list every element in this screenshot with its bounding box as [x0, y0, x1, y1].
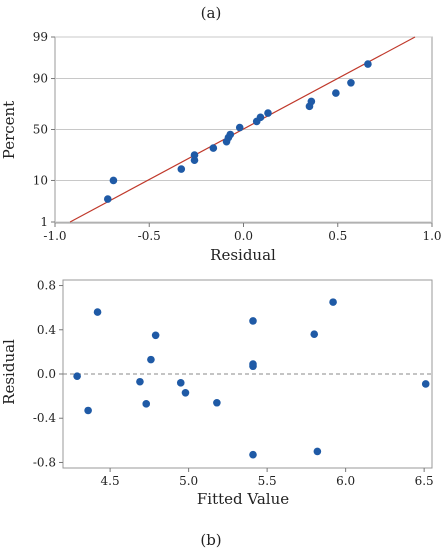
data-point	[151, 331, 160, 340]
data-point	[84, 406, 92, 415]
y-tick-label: 1	[40, 215, 48, 229]
data-point	[347, 78, 355, 87]
y-tick-label: 10	[33, 173, 48, 187]
x-tick-label: -0.5	[138, 229, 161, 243]
data-point	[190, 151, 199, 159]
data-point	[264, 109, 272, 117]
data-point	[421, 380, 430, 388]
data-point	[332, 89, 340, 97]
plot-a-ylabel: Percent	[0, 101, 18, 159]
data-point	[176, 379, 185, 387]
y-tick-label: -0.4	[33, 411, 57, 425]
x-tick-label: 6.5	[415, 474, 434, 488]
data-point	[329, 298, 337, 306]
probability-plot: 1 10 50 90 99 -1.0 -0.5 0.0 0.5 1.0	[33, 30, 442, 243]
plot-b-ylabel: Residual	[0, 339, 18, 405]
y-tick-label: 0.8	[37, 279, 56, 293]
data-point	[256, 113, 265, 122]
x-tick-label: -1.0	[43, 229, 66, 243]
data-point	[136, 377, 144, 386]
data-point	[93, 308, 102, 316]
data-point	[103, 195, 112, 203]
data-point	[213, 398, 221, 407]
residual-vs-fitted-plot: 0.8 0.4 0.0 -0.4 -0.8 4.5 5.0 5.5 6.0 6.5	[33, 279, 434, 488]
data-point	[177, 165, 186, 173]
data-point	[249, 362, 257, 371]
x-tick-label: 0.5	[328, 229, 347, 243]
data-point	[364, 60, 372, 68]
data-point	[249, 450, 257, 459]
data-point	[181, 389, 190, 397]
data-point	[209, 144, 218, 152]
data-point	[109, 176, 118, 185]
y-tick-label: -0.8	[33, 455, 56, 469]
y-tick-label: 90	[33, 72, 48, 86]
data-point	[73, 372, 81, 381]
data-point	[310, 330, 319, 338]
x-tick-label: 5.5	[258, 474, 277, 488]
data-point	[313, 447, 322, 456]
x-tick-label: 0.0	[234, 229, 253, 243]
y-tick-label: 99	[33, 30, 48, 44]
panel-b-label: (b)	[200, 531, 221, 549]
plot-b-xlabel: Fitted Value	[197, 490, 289, 508]
y-tick-label: 0.0	[37, 367, 56, 381]
data-point	[307, 97, 316, 106]
data-point	[249, 317, 257, 325]
data-point	[235, 123, 244, 132]
data-point	[142, 400, 151, 408]
plot-a-xlabel: Residual	[210, 246, 276, 264]
y-tick-label: 50	[33, 123, 48, 137]
panel-a-label: (a)	[201, 4, 222, 22]
x-tick-label: 6.0	[336, 474, 355, 488]
x-tick-label: 4.5	[101, 474, 120, 488]
data-point	[147, 355, 155, 364]
x-tick-label: 5.0	[179, 474, 198, 488]
y-tick-label: 0.4	[37, 323, 56, 337]
x-tick-label: 1.0	[422, 229, 441, 243]
data-point	[226, 130, 235, 139]
